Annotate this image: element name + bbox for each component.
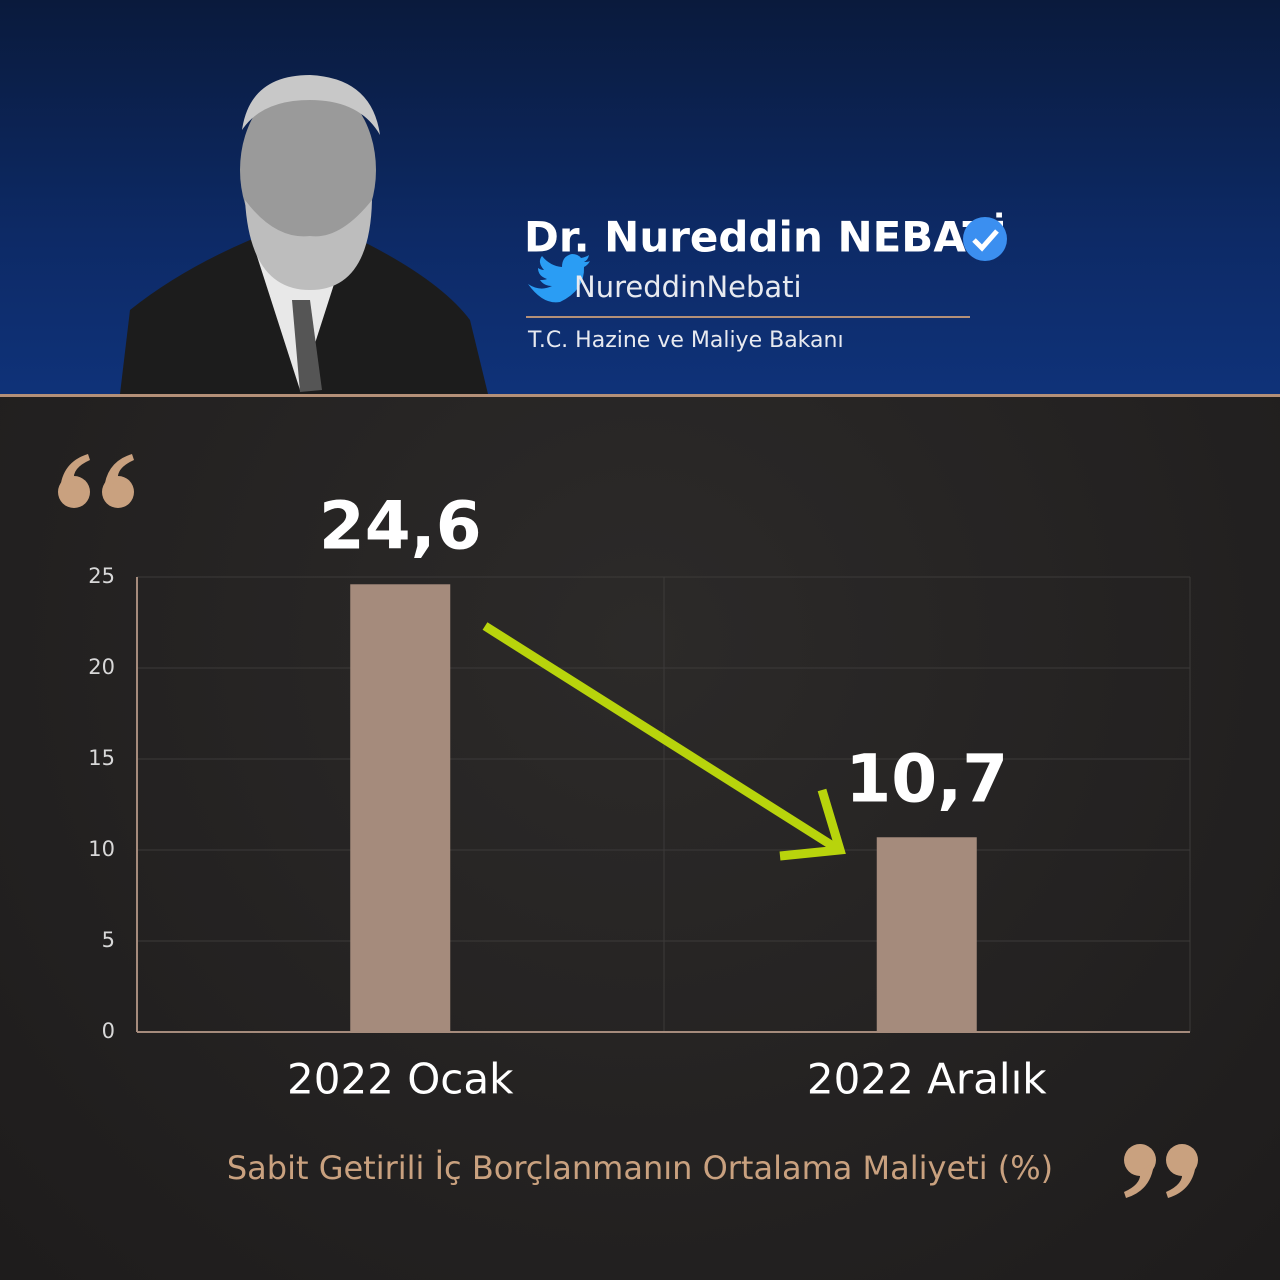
y-tick-label: 25 <box>88 564 115 588</box>
x-tick-label: 2022 Aralık <box>807 1055 1047 1104</box>
chart-caption: Sabit Getirili İç Borçlanmanın Ortalama … <box>227 1149 1053 1187</box>
role: T.C. Hazine ve Maliye Bakanı <box>527 328 844 353</box>
portrait <box>120 75 488 394</box>
bar <box>876 837 977 1032</box>
y-tick-label: 10 <box>88 837 115 861</box>
y-tick-label: 15 <box>88 746 115 770</box>
trend-arrow <box>482 622 846 861</box>
verified-badge <box>963 217 1007 261</box>
name: Dr. Nureddin NEBATİ <box>524 212 1007 262</box>
value-label: 10,7 <box>845 740 1008 817</box>
close-quote <box>1124 1144 1198 1198</box>
header-divider <box>0 394 1280 397</box>
open-quote <box>58 454 134 508</box>
twitter-icon <box>528 254 590 303</box>
value-label: 24,6 <box>319 487 482 564</box>
x-tick-label: 2022 Ocak <box>287 1055 514 1104</box>
bar <box>350 584 451 1032</box>
y-tick-label: 5 <box>102 928 115 952</box>
handle: NureddinNebati <box>574 270 802 304</box>
y-tick-label: 20 <box>88 655 115 679</box>
plot: 0 5 10 15 20 25 2022 Ocak 24,6 2022 Aralık 10,7 <box>88 487 1190 1104</box>
y-tick-label: 0 <box>102 1019 115 1043</box>
